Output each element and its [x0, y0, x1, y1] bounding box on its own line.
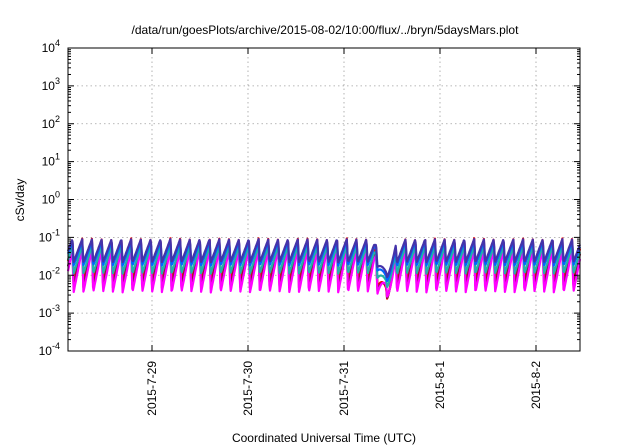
series-line: [66, 244, 582, 288]
ticks: [68, 47, 580, 352]
x-tick-labels: 2015-7-29 2015-7-30 2015-7-31 2015-8-1 2015-…: [145, 361, 543, 416]
y-tick-label: 10-3: [39, 303, 60, 320]
grid: [68, 48, 580, 351]
x-tick-label: 2015-7-29: [145, 361, 159, 416]
chart-title: /data/run/goesPlots/archive/2015-08-02/1…: [132, 23, 520, 37]
y-tick-label: 104: [42, 38, 60, 55]
y-tick-label: 10-1: [39, 227, 60, 244]
series-layer: [66, 237, 582, 300]
y-tick-labels: 10-4 10-3 10-2 10-1 100 101 102 103 104: [39, 38, 60, 358]
series-line: [66, 247, 582, 298]
y-axis-label: cSv/day: [13, 179, 27, 222]
y-tick-label: 10-2: [39, 265, 60, 282]
y-tick-label: 103: [42, 76, 60, 93]
x-tick-label: 2015-7-30: [241, 361, 255, 416]
y-tick-label: 101: [42, 152, 60, 169]
x-tick-label: 2015-8-1: [433, 361, 447, 409]
x-tick-label: 2015-7-31: [337, 361, 351, 416]
y-tick-label: 10-4: [39, 341, 60, 358]
series-line: [66, 238, 582, 279]
y-tick-label: 100: [42, 190, 60, 207]
x-axis-label: Coordinated Universal Time (UTC): [232, 431, 416, 445]
x-tick-label: 2015-8-2: [529, 361, 543, 409]
y-tick-label: 102: [42, 114, 60, 131]
